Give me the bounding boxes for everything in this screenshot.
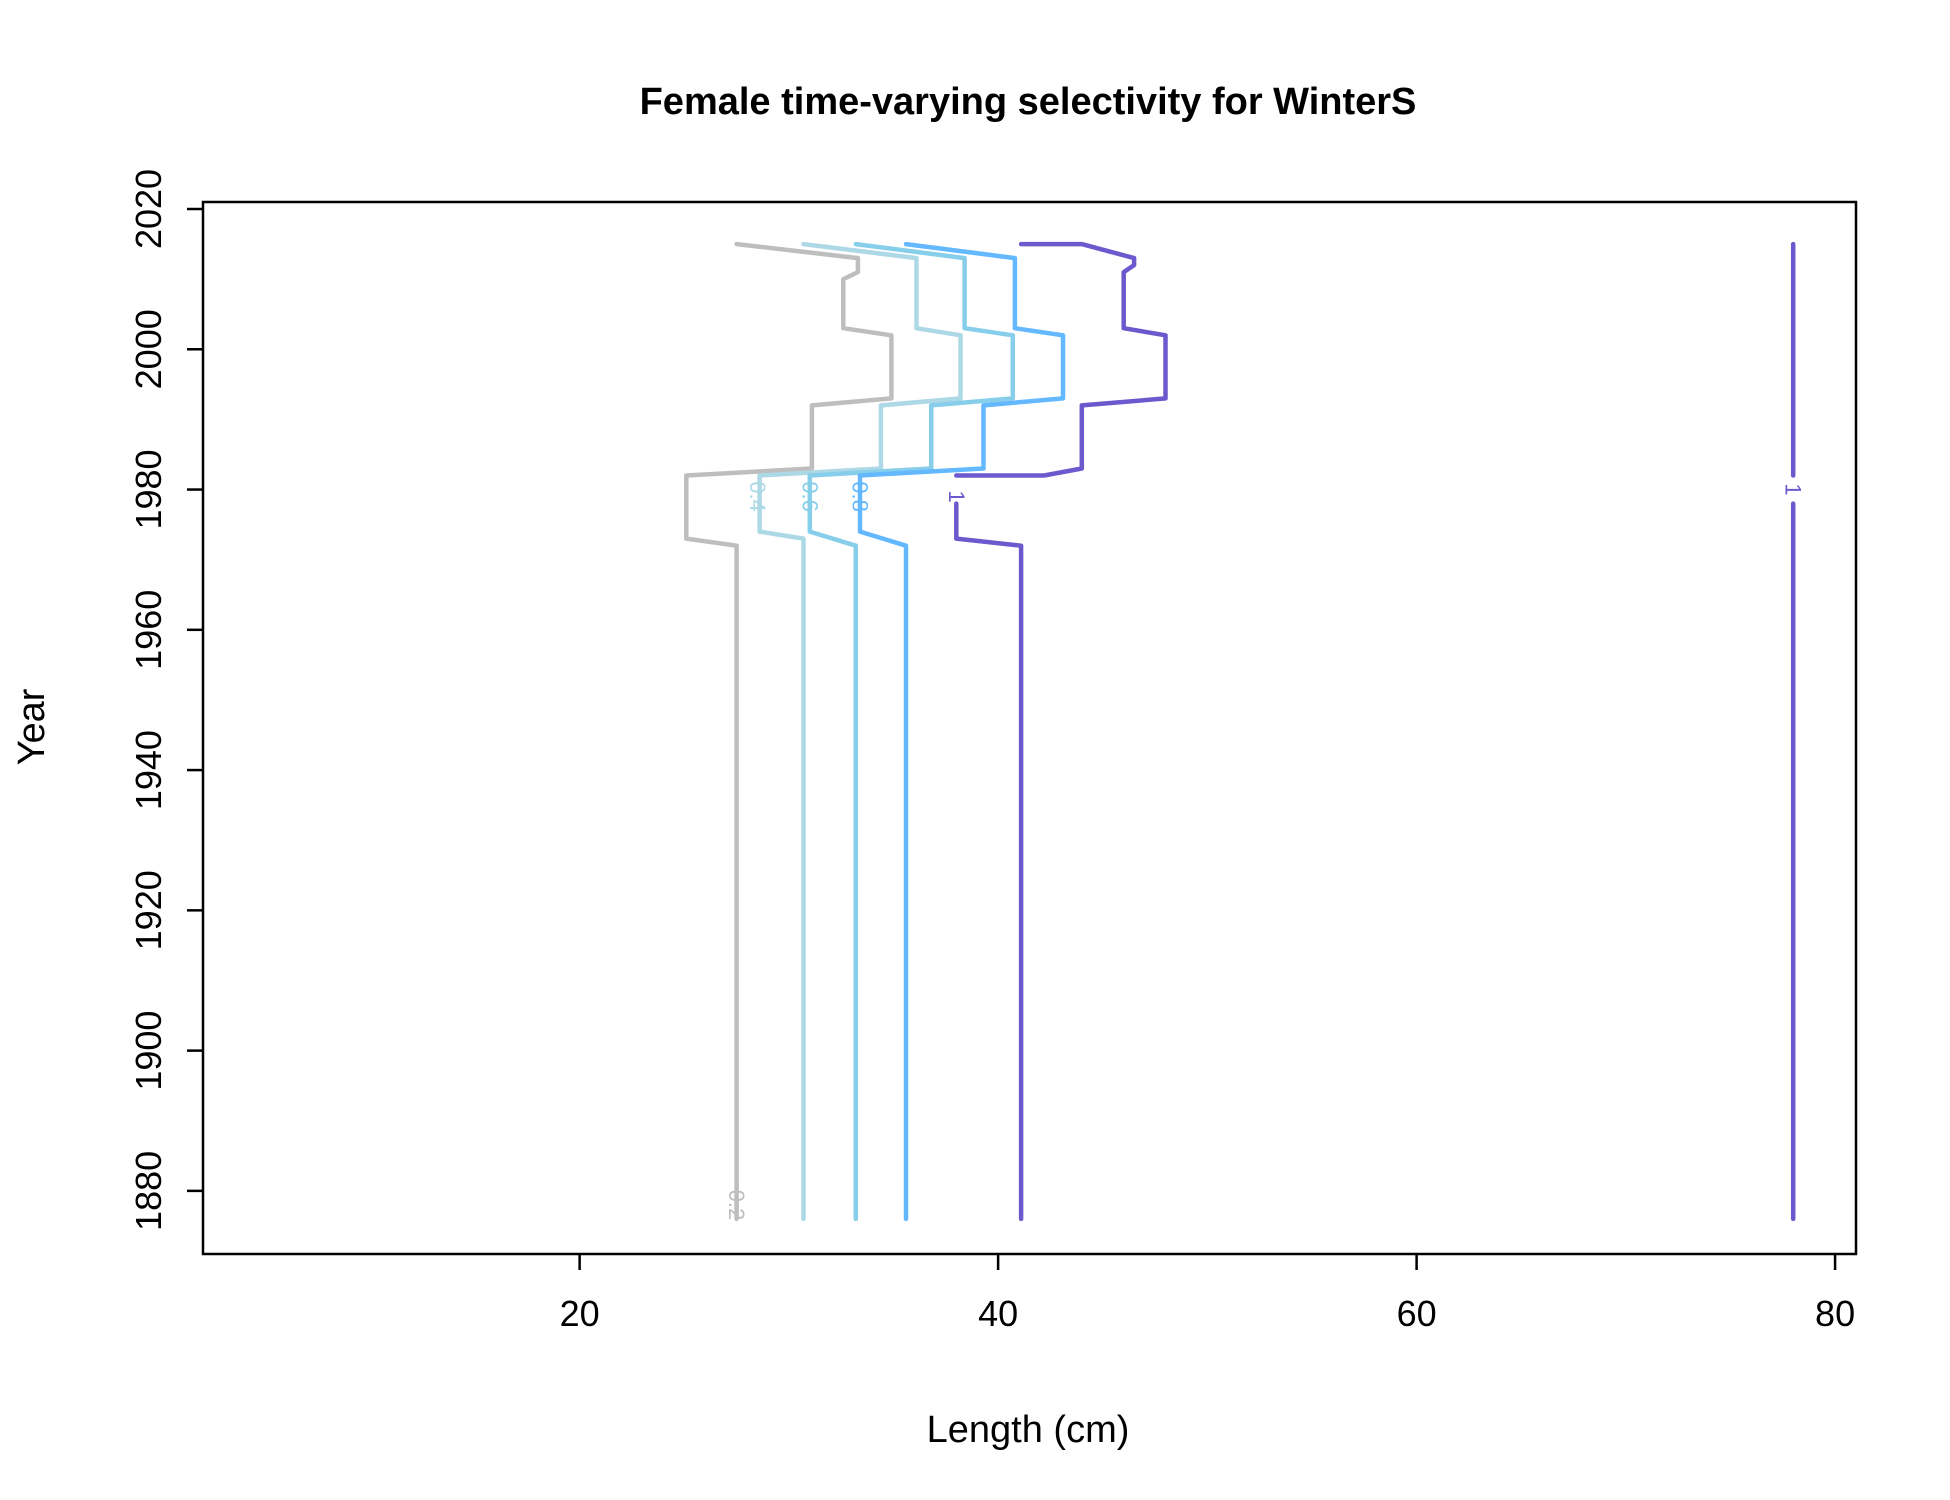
x-tick-label-60: 60 bbox=[1397, 1293, 1437, 1334]
x-axis-title: Length (cm) bbox=[927, 1409, 1130, 1451]
contour-labels: 0.2 0.4 0.6 0.8 1 1 bbox=[724, 481, 1806, 1220]
plot-frame bbox=[201, 200, 1858, 1256]
contour-label-2: 0.6 bbox=[797, 481, 822, 512]
contour-label-6: 1 bbox=[1781, 483, 1806, 495]
y-tick-label-2020: 2020 bbox=[128, 169, 169, 249]
contour-label-4: 1 bbox=[944, 490, 969, 502]
x-tick-label-80: 80 bbox=[1815, 1293, 1855, 1334]
contour-line-5 bbox=[954, 241, 1168, 478]
contour-label-1: 0.4 bbox=[745, 481, 770, 512]
y-tick-label-1940: 1940 bbox=[128, 730, 169, 810]
y-axis-title: Year bbox=[11, 688, 53, 765]
contour-line-2 bbox=[807, 241, 1016, 1222]
contour-label-3: 0.8 bbox=[848, 481, 873, 512]
y-tick-label-1900: 1900 bbox=[128, 1011, 169, 1091]
x-axis: 20 40 60 80 bbox=[560, 1254, 1855, 1334]
contour-lines bbox=[684, 241, 1796, 1222]
contour-line-3 bbox=[857, 241, 1066, 1222]
contour-label-0: 0.2 bbox=[724, 1190, 749, 1221]
y-tick-label-1880: 1880 bbox=[128, 1151, 169, 1231]
y-tick-label-1960: 1960 bbox=[128, 590, 169, 670]
contour-line-4 bbox=[954, 501, 1024, 1222]
chart-title: Female time-varying selectivity for Wint… bbox=[640, 81, 1417, 123]
y-tick-label-1920: 1920 bbox=[128, 870, 169, 950]
x-tick-label-20: 20 bbox=[560, 1293, 600, 1334]
y-axis: 1880 1900 1920 1940 1960 1980 2000 2020 bbox=[128, 169, 203, 1231]
contour-line-1 bbox=[757, 241, 963, 1222]
x-tick-label-40: 40 bbox=[978, 1293, 1018, 1334]
y-tick-label-2000: 2000 bbox=[128, 309, 169, 389]
contour-line-0 bbox=[684, 241, 894, 1222]
y-tick-label-1980: 1980 bbox=[128, 449, 169, 529]
